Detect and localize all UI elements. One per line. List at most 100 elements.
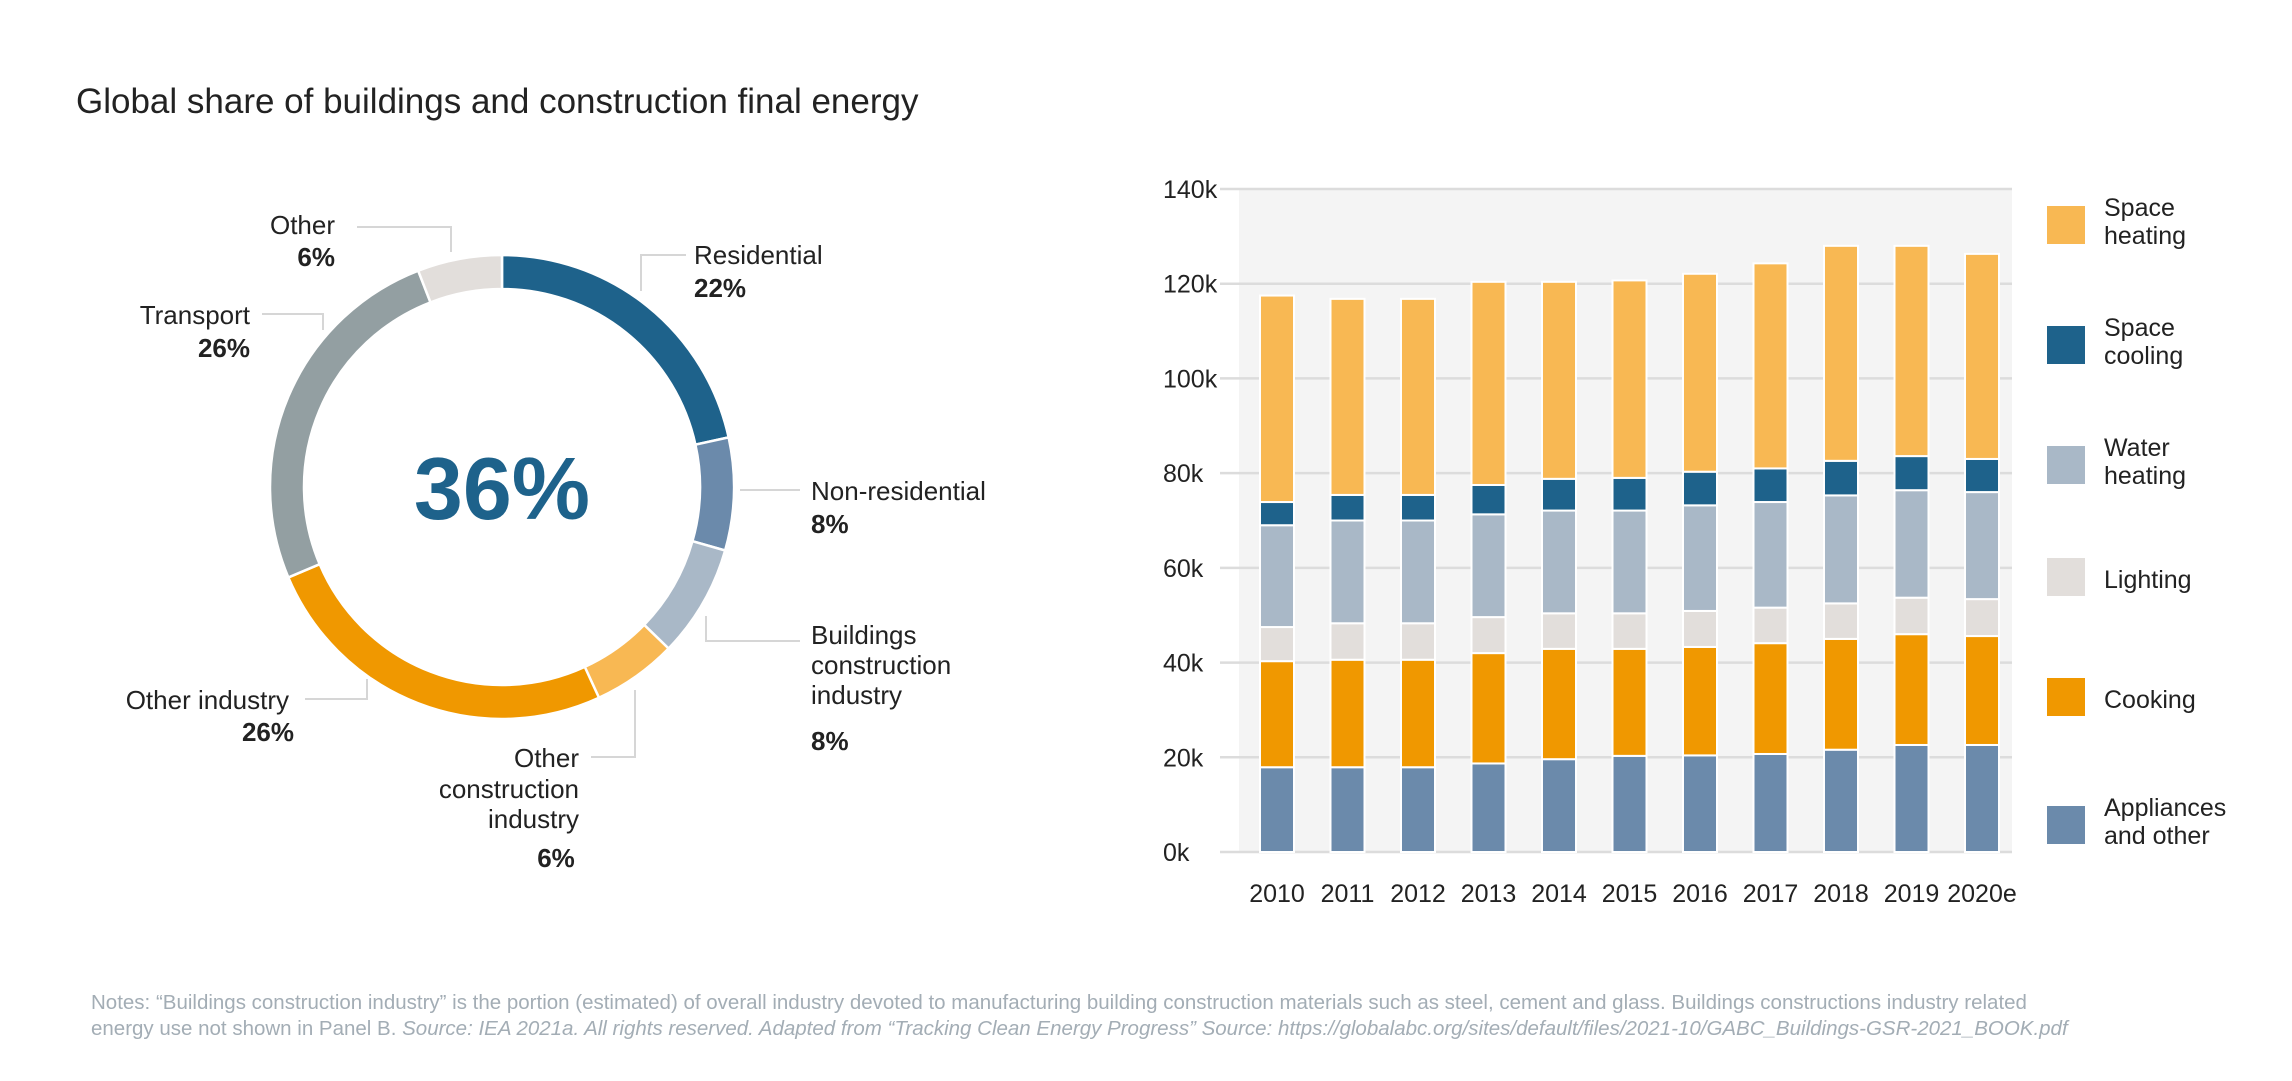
bar-segment-lighting [1893,596,1930,636]
legend-swatch [2047,678,2085,716]
donut-labels: Residential22%Non-residential8%Buildings… [126,210,986,873]
x-tick-label: 2010 [1249,880,1305,908]
bar-segment-space-cooling [1400,493,1436,522]
y-tick-label: 140k [1163,176,1218,204]
slice-label: industry [488,804,579,834]
x-tick-label: 2017 [1743,880,1799,908]
slice-label: construction [439,774,579,804]
bar-segment-space-heating [1823,244,1859,462]
legend-swatch [2047,446,2085,484]
x-tick-label: 2012 [1390,880,1446,908]
bar-segment-space-heating [1470,280,1507,486]
slice-label: Other [514,743,579,773]
bar-segment-lighting [1259,626,1295,663]
bar-segment-lighting [1682,609,1718,648]
x-tick-label: 2011 [1321,880,1375,908]
legend-label: Cooking [2104,686,2196,714]
x-tick-label: 2013 [1461,880,1517,908]
donut-slice-non-residential [690,435,736,553]
slice-label: Transport [140,300,251,330]
donut-slice-other-construction-industry [583,623,671,700]
x-tick-label: 2015 [1602,880,1658,908]
bar-segment-space-heating [1541,280,1577,480]
slice-label: construction [811,650,951,680]
slice-label: Non-residential [811,476,986,506]
slice-label: Residential [694,240,823,270]
donut-slice-transport [268,269,433,580]
x-tick-label: 2014 [1531,880,1587,908]
legend-swatch [2047,326,2085,364]
legend-swatch [2047,558,2085,596]
bar-segment-space-heating [1259,294,1295,504]
bar-segment-water-heating [1893,489,1930,599]
donut-chart [268,253,736,721]
bar-segment-space-cooling [1682,470,1718,507]
bar-segment-appliances-and-other [1329,766,1366,853]
bar-segment-appliances-and-other [1259,766,1295,853]
bar-segment-space-heating [1682,272,1718,473]
footnote-line-1: Notes: “Buildings construction industry”… [91,991,2027,1014]
x-tick-label: 2018 [1813,880,1869,908]
bar-segment-cooking [1823,637,1859,751]
legend-swatch [2047,806,2085,844]
footnote-plain: energy use not shown in Panel B. [91,1017,403,1040]
bar-segment-cooking [1752,642,1789,755]
bar-segment-space-cooling [1893,455,1930,492]
bar-segment-cooking [1964,635,2000,746]
leader-line [640,254,686,291]
leader-line [591,690,636,758]
legend-label: heating [2104,222,2186,250]
bar-segment-lighting [1752,606,1789,645]
slice-label: industry [811,680,902,710]
legend-label: Space [2104,314,2175,342]
leader-line [705,616,800,642]
donut-center-label: 36% [414,439,590,538]
y-tick-label: 80k [1163,460,1204,488]
bar-segment-space-heating [1893,244,1930,458]
leader-line [305,679,368,700]
bar-segment-water-heating [1611,509,1648,615]
bar-segment-water-heating [1682,504,1718,612]
legend-swatch [2047,206,2085,244]
chart-title: Global share of buildings and constructi… [76,82,919,121]
slice-value-label: 8% [811,509,849,539]
leader-line [357,226,452,252]
legend-label: cooling [2104,342,2183,370]
bar-segment-lighting [1470,616,1507,655]
legend-label: Lighting [2104,566,2192,594]
x-tick-label: 2019 [1884,880,1940,908]
bar-segment-appliances-and-other [1893,743,1930,853]
bar-segment-water-heating [1541,509,1577,615]
donut-slice-other [416,253,504,304]
donut-slice-other-industry [286,562,601,721]
donut-slice-buildings-construction-industry [642,539,727,651]
leader-line [262,313,324,330]
bar-segment-cooking [1682,645,1718,757]
bar-segment-water-heating [1329,519,1366,625]
bar-segment-space-cooling [1611,476,1648,512]
bar-segment-space-heating [1329,297,1366,496]
bar-segment-cooking [1400,658,1436,769]
bar-segment-cooking [1893,633,1930,746]
bar-segment-appliances-and-other [1470,762,1507,853]
bar-segment-space-heating [1611,279,1648,479]
slice-label: Buildings [811,620,917,650]
bar-segment-cooking [1470,652,1507,765]
bar-segment-water-heating [1400,519,1436,625]
legend-label: heating [2104,462,2186,490]
y-tick-label: 100k [1163,365,1218,393]
slice-label: Other [270,210,335,240]
footnote-line-2: energy use not shown in Panel B. Source:… [91,1016,2241,1042]
bar-segment-cooking [1329,658,1366,769]
bar-segment-space-cooling [1329,493,1366,522]
bar-segment-space-heating [1400,297,1436,496]
bar-segment-space-cooling [1823,459,1859,497]
legend-label: Appliances [2104,794,2226,822]
bar-segment-space-cooling [1541,477,1577,512]
bar-segment-space-heating [1752,262,1789,470]
footnote: Notes: “Buildings construction industry”… [91,990,2241,1042]
slice-value-label: 8% [811,726,849,756]
y-tick-label: 40k [1163,650,1204,678]
slice-value-label: 6% [537,843,575,873]
